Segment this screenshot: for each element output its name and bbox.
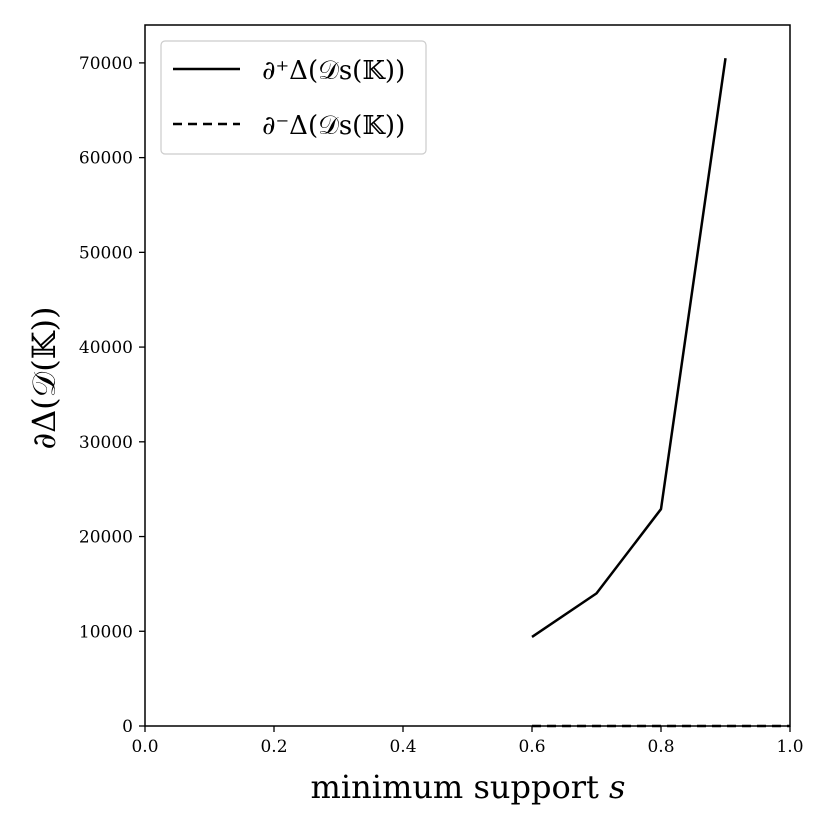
y-tick-label: 40000: [79, 338, 133, 358]
y-tick-label: 30000: [79, 433, 133, 453]
x-tick-label: 0.6: [518, 737, 545, 757]
x-tick-label: 1.0: [776, 737, 803, 757]
x-tick-label: 0.8: [647, 737, 674, 757]
y-tick-label: 60000: [79, 149, 133, 169]
legend-label-2: ∂⁻Δ(𝒟s(𝕂)): [262, 111, 405, 141]
plot-marks: [531, 57, 790, 728]
x-tick-label: 0.2: [260, 737, 287, 757]
y-tick-label: 10000: [79, 622, 133, 642]
legend-label-1: ∂⁺Δ(𝒟s(𝕂)): [262, 56, 405, 86]
x-axis-title: minimum support s: [311, 768, 626, 806]
y-tick-label: 20000: [79, 528, 133, 548]
y-tick-label: 0: [122, 717, 133, 737]
y-tick-label: 70000: [79, 54, 133, 74]
x-axis-title-var: s: [609, 768, 625, 806]
y-tick-label: 50000: [79, 243, 133, 263]
x-tick-label: 0.4: [389, 737, 416, 757]
plot-frame: [144, 24, 791, 727]
y-axis-title: ∂Δ(𝒟(𝕂)): [25, 307, 63, 450]
x-axis-title-main: minimum support: [311, 768, 609, 806]
x-tick-label: 0.0: [131, 737, 158, 757]
axis-ticks: 0.0 0.2 0.4 0.6 0.8 1.0 0 10000 20000 30000 40000 5…: [79, 54, 804, 757]
legend: ∂⁺Δ(𝒟s(𝕂)) ∂⁻Δ(𝒟s(𝕂)): [160, 40, 427, 155]
series-line-upper-boundary: [531, 57, 727, 638]
